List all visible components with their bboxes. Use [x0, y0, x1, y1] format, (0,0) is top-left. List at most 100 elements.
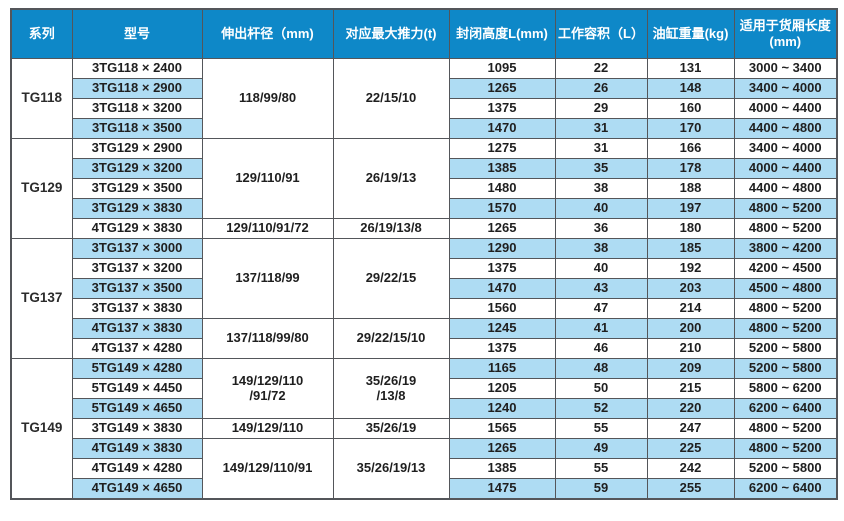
model-cell: 3TG137 × 3500 [71, 278, 203, 299]
rod-diameter-cell: 149/129/110 [201, 418, 334, 439]
working-volume-cell: 59 [554, 478, 648, 500]
table-row: 3TG118 × 3200 1375 29 160 4000 ~ 4400 [11, 98, 838, 119]
cargo-length-cell: 4800 ~ 5200 [733, 318, 838, 339]
cylinder-spec-table: 系列 型号 伸出杆径（mm) 对应最大推力(t) 封闭高度L(mm) 工作容积（L） 油缸重… [10, 8, 838, 500]
table-row: 4TG137 × 3830 137/118/99/80 29/22/15/10 124… [11, 318, 838, 359]
cylinder-weight-cell: 214 [646, 298, 735, 319]
cylinder-weight-cell: 188 [646, 178, 735, 199]
table-row: 4TG149 × 4280 1385 55 242 5200 ~ 5800 [11, 458, 838, 479]
rod-diameter-cell: 149/129/110 /91/72 [201, 358, 334, 419]
column-header-0: 系列 [10, 8, 73, 59]
closed-height-cell: 1475 [448, 478, 556, 500]
max-thrust-cell: 22/15/10 [332, 58, 450, 139]
cargo-length-cell: 3400 ~ 4000 [733, 78, 838, 99]
closed-height-cell: 1565 [448, 418, 556, 439]
cargo-length-cell: 5800 ~ 6200 [733, 378, 838, 399]
model-cell: 4TG149 × 4280 [71, 458, 203, 479]
cargo-length-cell: 4800 ~ 5200 [733, 298, 838, 319]
working-volume-cell: 40 [554, 198, 648, 219]
closed-height-cell: 1560 [448, 298, 556, 319]
working-volume-cell: 31 [554, 118, 648, 139]
table-row: 4TG149 × 4650 1475 59 255 6200 ~ 6400 [11, 478, 838, 500]
working-volume-cell: 29 [554, 98, 648, 119]
cargo-length-cell: 4400 ~ 4800 [733, 118, 838, 139]
model-cell: 4TG129 × 3830 [71, 218, 203, 239]
model-cell: 3TG129 × 3500 [71, 178, 203, 199]
cargo-length-cell: 4000 ~ 4400 [733, 158, 838, 179]
cylinder-weight-cell: 225 [646, 438, 735, 459]
table-header: 系列 型号 伸出杆径（mm) 对应最大推力(t) 封闭高度L(mm) 工作容积（L） 油缸重… [10, 8, 838, 59]
cylinder-weight-cell: 197 [646, 198, 735, 219]
closed-height-cell: 1245 [448, 318, 556, 339]
cargo-length-cell: 6200 ~ 6400 [733, 398, 838, 419]
working-volume-cell: 46 [554, 338, 648, 359]
cargo-length-cell: 4800 ~ 5200 [733, 438, 838, 459]
closed-height-cell: 1385 [448, 158, 556, 179]
working-volume-cell: 41 [554, 318, 648, 339]
working-volume-cell: 43 [554, 278, 648, 299]
rod-diameter-cell: 137/118/99/80 [201, 318, 334, 359]
cylinder-weight-cell: 209 [646, 358, 735, 379]
working-volume-cell: 38 [554, 178, 648, 199]
cylinder-weight-cell: 166 [646, 138, 735, 159]
table-row: 4TG149 × 3830 149/129/110/91 35/26/19/13 12… [11, 438, 838, 500]
closed-height-cell: 1165 [448, 358, 556, 379]
model-cell: 5TG149 × 4280 [71, 358, 203, 379]
series-cell: TG118 [10, 58, 73, 139]
max-thrust-cell: 35/26/19/13 [332, 438, 450, 500]
cargo-length-cell: 4800 ~ 5200 [733, 418, 838, 439]
closed-height-cell: 1205 [448, 378, 556, 399]
table-body: TG118 3TG118 × 2400 118/99/80 22/15/10 1095 2… [10, 58, 838, 500]
model-cell: 3TG149 × 3830 [71, 418, 203, 439]
cargo-length-cell: 6200 ~ 6400 [733, 478, 838, 500]
closed-height-cell: 1095 [448, 58, 556, 79]
model-cell: 3TG118 × 2400 [71, 58, 203, 79]
rod-diameter-cell: 149/129/110/91 [201, 438, 334, 500]
table-row: 3TG137 × 3200 1375 40 192 4200 ~ 4500 [11, 258, 838, 279]
cylinder-weight-cell: 200 [646, 318, 735, 339]
max-thrust-cell: 29/22/15/10 [332, 318, 450, 359]
column-header-7: 适用于货厢长度 (mm) [733, 8, 838, 59]
closed-height-cell: 1375 [448, 258, 556, 279]
cargo-length-cell: 4000 ~ 4400 [733, 98, 838, 119]
model-cell: 3TG129 × 2900 [71, 138, 203, 159]
closed-height-cell: 1275 [448, 138, 556, 159]
column-header-1: 型号 [71, 8, 203, 59]
cargo-length-cell: 4800 ~ 5200 [733, 198, 838, 219]
model-cell: 4TG149 × 3830 [71, 438, 203, 459]
max-thrust-cell: 26/19/13 [332, 138, 450, 219]
cargo-length-cell: 5200 ~ 5800 [733, 358, 838, 379]
cargo-length-cell: 5200 ~ 5800 [733, 338, 838, 359]
model-cell: 5TG149 × 4650 [71, 398, 203, 419]
working-volume-cell: 22 [554, 58, 648, 79]
cylinder-weight-cell: 220 [646, 398, 735, 419]
cargo-length-cell: 4200 ~ 4500 [733, 258, 838, 279]
cylinder-weight-cell: 203 [646, 278, 735, 299]
working-volume-cell: 31 [554, 138, 648, 159]
cylinder-weight-cell: 148 [646, 78, 735, 99]
closed-height-cell: 1375 [448, 98, 556, 119]
working-volume-cell: 47 [554, 298, 648, 319]
working-volume-cell: 55 [554, 418, 648, 439]
cylinder-weight-cell: 180 [646, 218, 735, 239]
cylinder-weight-cell: 178 [646, 158, 735, 179]
page-container: 系列 型号 伸出杆径（mm) 对应最大推力(t) 封闭高度L(mm) 工作容积（L） 油缸重… [10, 8, 838, 500]
cylinder-weight-cell: 170 [646, 118, 735, 139]
closed-height-cell: 1375 [448, 338, 556, 359]
cargo-length-cell: 5200 ~ 5800 [733, 458, 838, 479]
header-row: 系列 型号 伸出杆径（mm) 对应最大推力(t) 封闭高度L(mm) 工作容积（L） 油缸重… [10, 8, 838, 59]
closed-height-cell: 1470 [448, 118, 556, 139]
model-cell: 3TG137 × 3200 [71, 258, 203, 279]
model-cell: 3TG129 × 3830 [71, 198, 203, 219]
cylinder-weight-cell: 255 [646, 478, 735, 500]
model-cell: 3TG118 × 2900 [71, 78, 203, 99]
working-volume-cell: 35 [554, 158, 648, 179]
cargo-length-cell: 4800 ~ 5200 [733, 218, 838, 239]
cargo-length-cell: 4400 ~ 4800 [733, 178, 838, 199]
working-volume-cell: 50 [554, 378, 648, 399]
closed-height-cell: 1290 [448, 238, 556, 259]
cylinder-weight-cell: 160 [646, 98, 735, 119]
column-header-4: 封闭高度L(mm) [448, 8, 556, 59]
table-row: TG129 3TG129 × 2900 129/110/91 26/19/13 1275… [10, 138, 838, 239]
rod-diameter-cell: 118/99/80 [201, 58, 334, 139]
